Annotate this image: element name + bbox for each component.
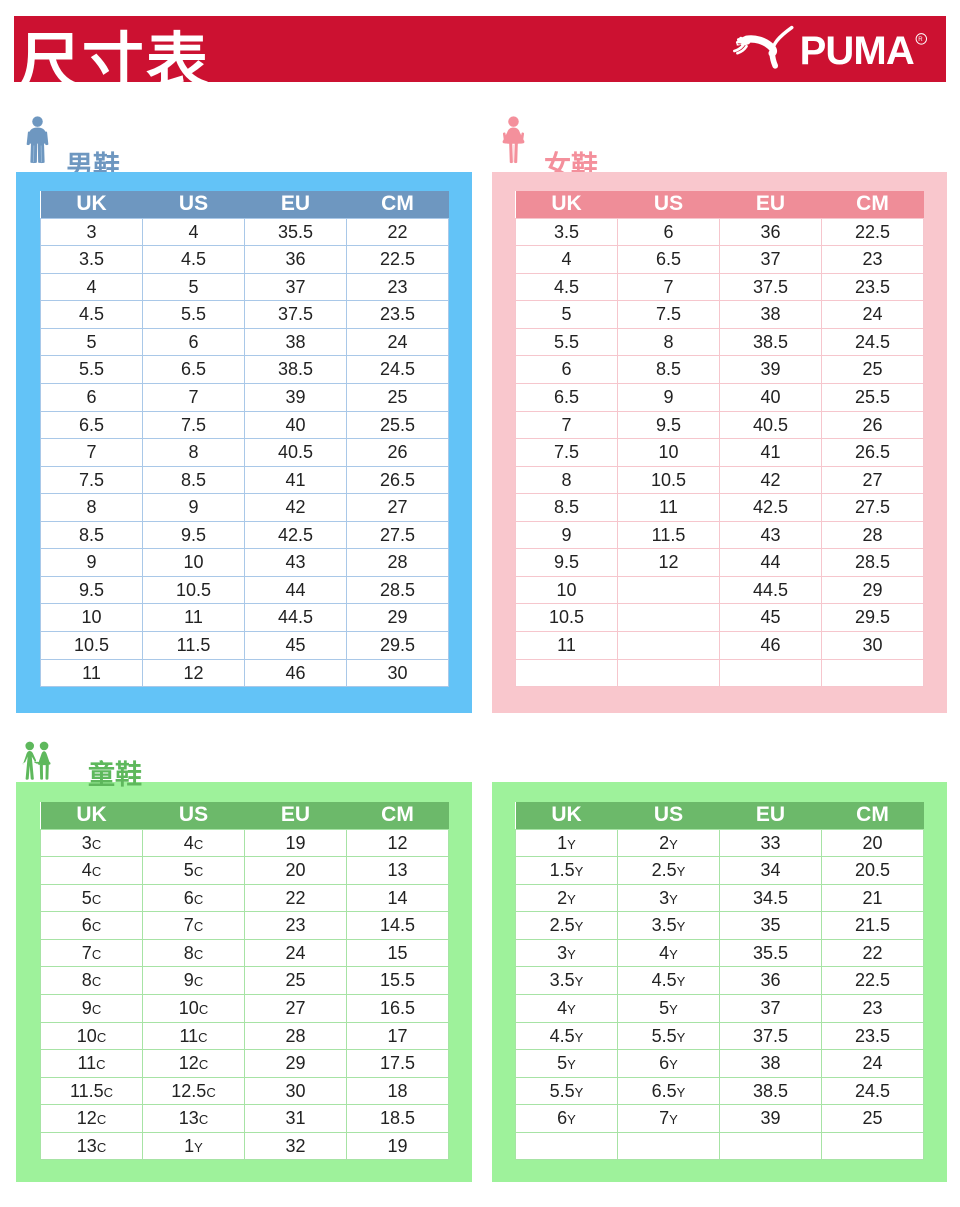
svg-text:PUMA: PUMA bbox=[800, 29, 914, 73]
svg-text:R: R bbox=[918, 36, 923, 43]
